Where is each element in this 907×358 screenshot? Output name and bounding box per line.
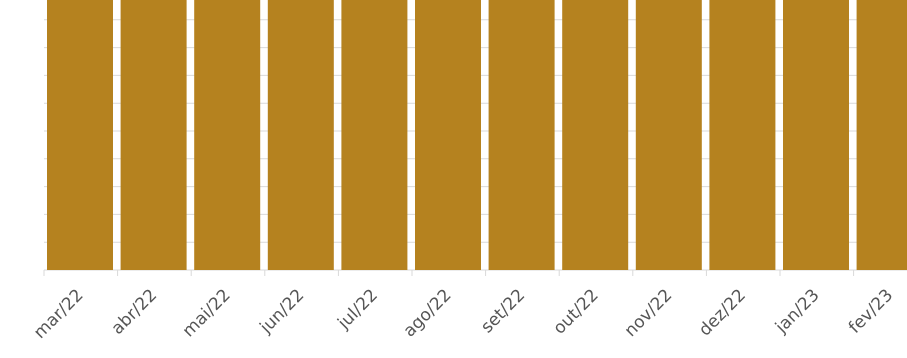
bar xyxy=(194,0,261,271)
tick-label: dez/22 xyxy=(695,285,750,340)
tick-label: nov/22 xyxy=(621,285,677,341)
bar xyxy=(488,0,555,270)
bar xyxy=(415,0,481,270)
tick-label: abr/22 xyxy=(108,285,161,338)
x-axis-ticks: mar/22 abr/22 mai/22 jun/22 jul/22 ago/22 set/… xyxy=(30,270,897,343)
bar xyxy=(856,0,907,270)
tick-label: ago/22 xyxy=(400,285,456,341)
tick-label: jan/23 xyxy=(771,285,824,338)
bar xyxy=(47,0,113,270)
tick-label: mai/22 xyxy=(179,285,235,341)
tick-label: jul/22 xyxy=(333,285,382,334)
bars xyxy=(47,0,907,271)
tick-label: out/22 xyxy=(550,285,603,338)
tick-label: mar/22 xyxy=(30,285,88,343)
bar xyxy=(120,0,187,271)
bar xyxy=(783,0,849,271)
tick-label: jun/22 xyxy=(256,285,309,338)
bar xyxy=(635,0,702,270)
tick-label: fev/23 xyxy=(845,285,897,337)
bar xyxy=(341,0,408,271)
bar xyxy=(267,0,334,271)
bar xyxy=(562,0,629,270)
tick-label: set/22 xyxy=(477,285,529,337)
bar xyxy=(709,0,776,270)
